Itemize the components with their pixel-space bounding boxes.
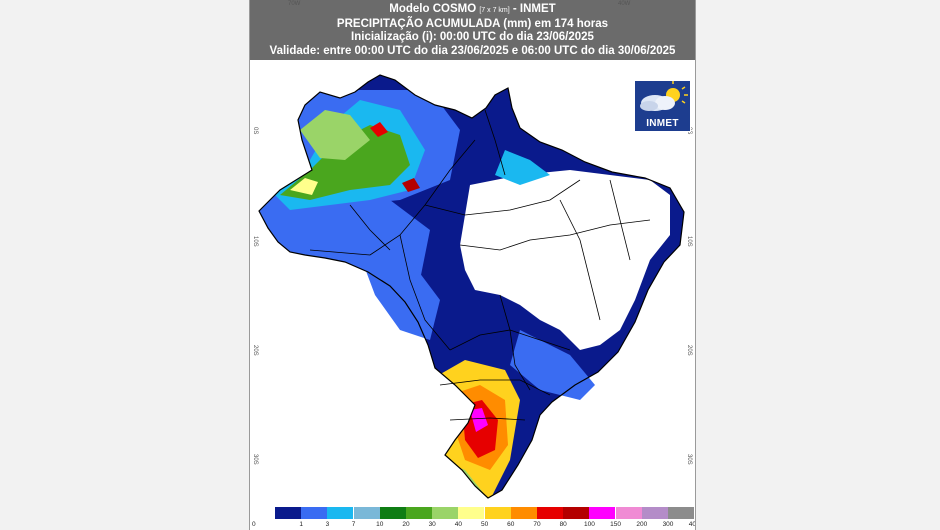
legend-label: 0 xyxy=(252,521,256,528)
legend-label: 20 xyxy=(402,521,410,528)
lon-tick-40w: 40W xyxy=(618,1,631,7)
state-borders xyxy=(258,74,685,499)
lon-tick-70w: 70W xyxy=(288,1,301,7)
lat-tick-10s: 10S xyxy=(252,236,258,247)
lat-tick-20s: 20S xyxy=(252,345,258,356)
legend-swatch xyxy=(458,507,485,519)
inmet-logo: INMET xyxy=(634,80,691,132)
lat-tick-20s-right: 20S xyxy=(686,345,692,356)
legend-label: 80 xyxy=(559,521,567,528)
model-title: Modelo COSMO [7 x 7 km] - INMET xyxy=(250,3,695,18)
legend-swatch xyxy=(537,507,563,519)
legend-swatch xyxy=(668,507,694,519)
model-org: - INMET xyxy=(512,3,556,15)
legend-label: 200 xyxy=(636,521,648,528)
legend-label: 30 xyxy=(428,521,436,528)
lat-tick-30s: 30S xyxy=(252,454,258,465)
logo-text: INMET xyxy=(646,118,679,129)
precipitation-legend: 0 1 3 7 10 20 30 40 50 60 70 80 100 150 200 300 400 xyxy=(250,507,695,530)
legend-label: 150 xyxy=(610,521,622,528)
product-title: PRECIPITAÇÃO ACUMULADA (mm) em 174 horas xyxy=(336,17,609,30)
legend-swatch xyxy=(301,507,328,519)
init-time: Inicialização (i): 00:00 UTC do dia 23/0… xyxy=(351,31,594,43)
legend-label: 3 xyxy=(325,521,330,528)
legend-label: 40 xyxy=(454,521,463,528)
legend-swatch xyxy=(353,507,380,519)
legend-swatch xyxy=(327,507,354,519)
legend-swatch xyxy=(484,507,511,519)
rain-field xyxy=(259,75,684,498)
precipitation-map xyxy=(258,74,685,499)
map-frame: Modelo COSMO [7 x 7 km] - INMET PRECIPIT… xyxy=(249,0,696,530)
model-name: Modelo COSMO xyxy=(389,3,477,15)
legend-label: 60 xyxy=(507,521,515,528)
legend-label: 7 xyxy=(351,521,356,528)
legend-swatch xyxy=(641,507,668,519)
cloud-sun-icon xyxy=(640,81,688,111)
legend-swatch xyxy=(432,507,459,519)
lat-tick-10s-right: 10S xyxy=(686,236,692,247)
legend-label: 50 xyxy=(480,521,489,528)
legend-label: 1 xyxy=(299,521,303,528)
legend-swatch xyxy=(275,507,301,519)
legend-swatch xyxy=(615,507,642,519)
lat-tick-0s: 0S xyxy=(252,127,258,135)
lat-tick-30s-right: 30S xyxy=(686,454,692,465)
legend-label: 400 xyxy=(688,521,696,528)
model-resolution: [7 x 7 km] xyxy=(479,7,510,14)
legend-label: 70 xyxy=(533,521,541,528)
legend-swatch xyxy=(379,507,406,519)
legend-swatch xyxy=(563,507,590,519)
map-header: Modelo COSMO [7 x 7 km] - INMET PRECIPIT… xyxy=(250,0,695,60)
legend-swatch xyxy=(406,507,432,519)
legend-swatch xyxy=(510,507,537,519)
legend-swatch xyxy=(589,507,616,519)
legend-label: 10 xyxy=(376,521,384,528)
legend-label: 100 xyxy=(583,521,595,528)
validity-period: Validade: entre 00:00 UTC do dia 23/06/2… xyxy=(269,44,676,57)
legend-label: 300 xyxy=(662,521,674,528)
